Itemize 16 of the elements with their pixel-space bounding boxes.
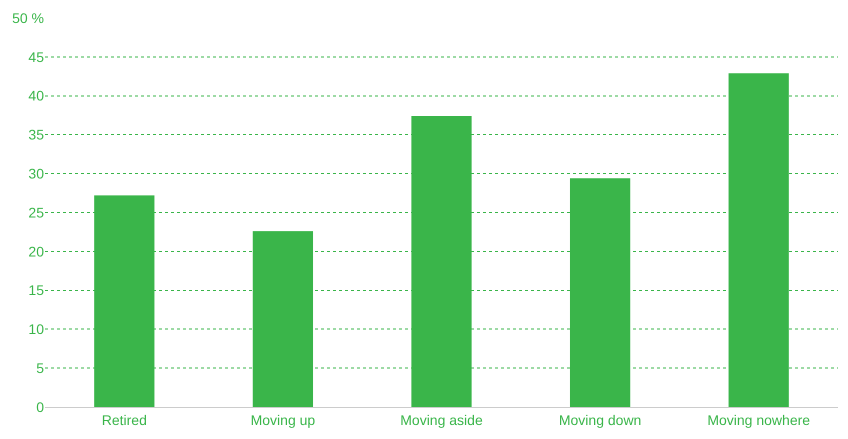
x-tick-label: Moving aside — [400, 412, 483, 428]
y-tick-label: 30 — [28, 166, 44, 182]
y-tick-label: 5 — [36, 360, 44, 376]
y-tick-label: 25 — [28, 204, 44, 220]
y-tick-label: 45 — [28, 48, 44, 65]
x-tick-label: Moving up — [250, 412, 316, 428]
x-tick-label: Moving down — [558, 412, 642, 428]
x-tick-label: Retired — [102, 412, 147, 428]
y-tick-label: 50 % — [12, 10, 44, 26]
y-tick-label: 15 — [28, 282, 44, 298]
x-tick-label: Moving nowhere — [707, 412, 810, 428]
y-tick-label: 35 — [28, 126, 44, 143]
y-tick-label: 20 — [28, 243, 44, 260]
y-tick-label: 10 — [28, 321, 44, 338]
y-tick-label: 0 — [36, 398, 44, 415]
y-tick-label: 40 — [28, 88, 44, 104]
